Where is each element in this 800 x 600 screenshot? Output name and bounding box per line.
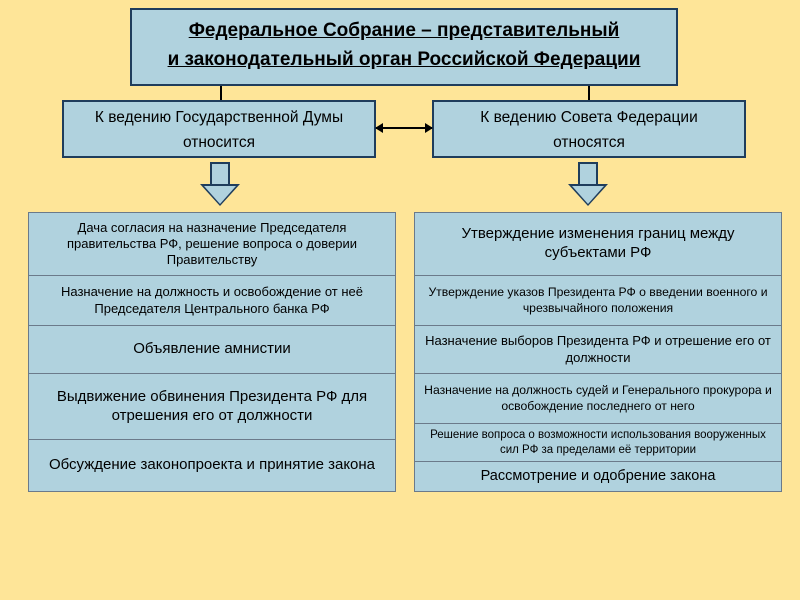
down-arrow-icon bbox=[568, 162, 608, 207]
down-arrow-icon bbox=[200, 162, 240, 207]
duma-cell: Выдвижение обвинения Президента РФ для о… bbox=[28, 374, 396, 440]
left-column: Дача согласия на назначение Председателя… bbox=[28, 212, 396, 492]
connector bbox=[588, 86, 590, 100]
sovet-cell: Утверждение изменения границ между субъе… bbox=[414, 212, 782, 276]
duma-cell: Назначение на должность и освобождение о… bbox=[28, 276, 396, 326]
header-line1: Федеральное Собрание – представительный bbox=[189, 20, 620, 41]
header-line2: и законодательный орган Российской Федер… bbox=[168, 49, 641, 70]
duma-cell: Объявление амнистии bbox=[28, 326, 396, 374]
sub-box-right: К ведению Совета Федерации относятся bbox=[432, 100, 746, 158]
diagram-root: Федеральное Собрание – представительный … bbox=[0, 0, 800, 600]
sovet-cell: Назначение выборов Президента РФ и отреш… bbox=[414, 326, 782, 374]
sovet-cell: Назначение на должность судей и Генераль… bbox=[414, 374, 782, 424]
sub-right-line2: относятся bbox=[438, 131, 740, 156]
double-arrow-icon bbox=[376, 127, 432, 129]
right-column: Утверждение изменения границ между субъе… bbox=[414, 212, 782, 492]
duma-cell: Обсуждение законопроекта и принятие зако… bbox=[28, 440, 396, 492]
sub-left-line2: относится bbox=[68, 131, 370, 156]
sub-left-line1: К ведению Государственной Думы bbox=[68, 106, 370, 131]
header-box: Федеральное Собрание – представительный … bbox=[130, 8, 678, 86]
sovet-cell: Утверждение указов Президента РФ о введе… bbox=[414, 276, 782, 326]
connector bbox=[220, 86, 222, 100]
sovet-cell: Решение вопроса о возможности использова… bbox=[414, 424, 782, 462]
sovet-cell: Рассмотрение и одобрение закона bbox=[414, 462, 782, 492]
sub-box-left: К ведению Государственной Думы относится bbox=[62, 100, 376, 158]
sub-right-line1: К ведению Совета Федерации bbox=[438, 106, 740, 131]
duma-cell: Дача согласия на назначение Председателя… bbox=[28, 212, 396, 276]
